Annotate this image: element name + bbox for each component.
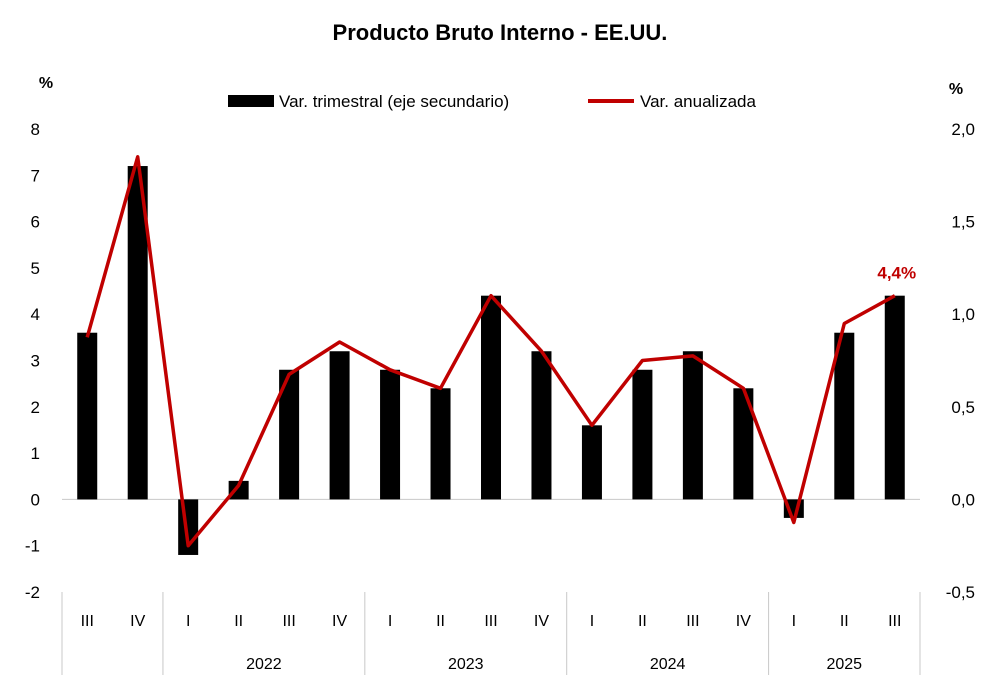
right-tick-label: -0,5 [946,583,975,602]
left-tick-label: 2 [31,398,40,417]
right-tick-label: 2,0 [951,120,975,139]
bar [228,480,249,500]
last-value-annotation: 4,4% [877,264,916,283]
left-tick-label: -1 [25,537,40,556]
quarter-label: III [484,613,497,630]
year-label: 2025 [826,656,862,673]
legend: Var. trimestral (eje secundario) Var. an… [228,92,756,111]
bar [884,295,905,500]
quarter-label: I [792,613,796,630]
quarter-label: II [638,613,647,630]
legend-bar-swatch [228,95,274,107]
line-series [85,155,896,548]
legend-bar-label: Var. trimestral (eje secundario) [279,92,509,111]
year-label: 2024 [650,656,686,673]
quarter-label: III [686,613,699,630]
bar [834,332,855,500]
bar [632,369,653,500]
bar [329,351,350,500]
quarter-label: II [234,613,243,630]
bar-series [77,166,905,555]
quarter-label: I [590,613,594,630]
right-tick-label: 0,5 [951,398,975,417]
year-label: 2022 [246,656,282,673]
quarter-label: IV [534,613,549,630]
bar [581,425,602,500]
line-path [85,155,896,548]
left-tick-label: 7 [31,166,40,185]
bar [531,351,552,500]
left-tick-label: 5 [31,259,40,278]
bar [481,295,501,500]
left-tick-label: -2 [25,583,40,602]
right-tick-label: 1,0 [951,305,975,324]
quarter-label: III [282,613,295,630]
quarter-label: II [840,613,849,630]
legend-line-label: Var. anualizada [640,92,756,111]
quarter-label: I [186,613,190,630]
quarter-label: III [888,613,901,630]
left-tick-label: 4 [31,305,40,324]
bar [77,332,98,500]
quarter-label: IV [736,613,751,630]
left-tick-label: 6 [31,213,40,232]
bar [380,369,401,500]
right-tick-label: 1,5 [951,213,975,232]
left-tick-label: 1 [31,444,40,463]
quarter-label: III [81,613,94,630]
bar [127,166,148,500]
right-tick-label: 0,0 [951,490,975,509]
year-label: 2023 [448,656,484,673]
bar [733,388,754,500]
left-tick-label: 0 [31,490,40,509]
quarter-label: II [436,613,445,630]
left-tick-label: 8 [31,120,40,139]
left-axis-unit: % [39,75,53,92]
quarter-label: IV [332,613,347,630]
quarter-label: I [388,613,392,630]
bar [430,388,451,500]
left-tick-label: 3 [31,352,40,371]
bar [279,369,300,500]
right-axis-unit: % [949,81,963,98]
chart-title: Producto Bruto Interno - EE.UU. [333,20,668,45]
bar [682,351,703,500]
quarter-label: IV [130,613,145,630]
